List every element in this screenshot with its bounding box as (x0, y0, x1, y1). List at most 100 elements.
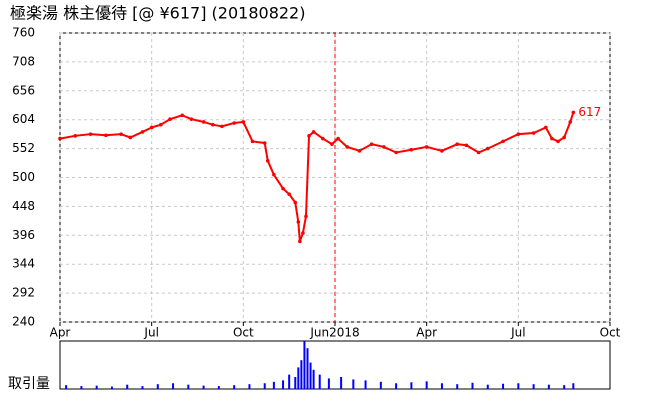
price-point (58, 136, 62, 141)
y-tick-label: 552 (12, 141, 35, 155)
volume-bar (486, 384, 489, 389)
volume-bar (532, 384, 535, 389)
volume-bar (272, 381, 275, 389)
x-tick-label: Jul (510, 326, 525, 340)
price-point (304, 214, 308, 219)
price-point (476, 150, 481, 155)
price-point (73, 134, 78, 138)
y-tick-label: 240 (12, 315, 35, 329)
price-point (320, 136, 325, 141)
y-tick-label: 708 (12, 54, 35, 68)
volume-bar (126, 384, 129, 389)
y-tick-label: 344 (12, 257, 35, 271)
volume-bar (95, 385, 98, 389)
price-point (424, 145, 429, 149)
volume-bar (248, 384, 251, 389)
price-point (307, 134, 311, 138)
price-point (159, 122, 163, 127)
price-point (180, 113, 185, 118)
price-point (382, 145, 386, 149)
price-point (210, 122, 215, 127)
price-point (485, 146, 490, 151)
volume-bar (410, 382, 413, 389)
x-tick-label: Jun2018 (309, 326, 359, 340)
x-tick-label: Jul (143, 326, 158, 340)
price-point (464, 143, 469, 148)
volume-bar (440, 383, 443, 389)
volume-bar (80, 386, 83, 389)
price-point (287, 192, 291, 196)
price-point (556, 139, 560, 144)
volume-bar (572, 383, 575, 389)
price-point (168, 117, 172, 121)
price-point (262, 141, 267, 145)
price-point (516, 132, 521, 136)
volume-bar (327, 378, 330, 389)
volume-bar (300, 360, 303, 389)
volume-label: 取引量 (8, 376, 50, 392)
volume-bar (303, 341, 306, 389)
price-point (281, 186, 285, 191)
volume-bar (288, 374, 291, 389)
price-point (119, 132, 123, 136)
price-point (455, 142, 460, 146)
volume-bar (340, 377, 343, 389)
x-tick-label: Apr (416, 326, 437, 340)
volume-bar (379, 381, 382, 389)
price-point (241, 120, 246, 124)
price-point (571, 110, 576, 115)
volume-bar (425, 381, 428, 389)
price-point (544, 125, 548, 130)
price-point (394, 150, 398, 155)
volume-bar (187, 384, 190, 389)
price-point (296, 220, 301, 224)
price-point (272, 172, 276, 177)
price-point (201, 120, 206, 124)
chart-title: 極楽湯 株主優待 [@ ¥617] (20180822) (10, 4, 305, 23)
volume-bar (217, 386, 220, 389)
price-point (409, 147, 414, 152)
y-tick-label: 656 (12, 83, 35, 97)
price-point (357, 149, 362, 153)
volume-bar (110, 386, 113, 389)
price-point (265, 159, 270, 163)
volume-bar (352, 379, 355, 389)
volume-bar (395, 383, 398, 389)
price-point (250, 139, 255, 144)
volume-bar (456, 384, 459, 389)
price-point (336, 136, 340, 141)
price-point (104, 133, 108, 138)
volume-bar (156, 384, 159, 389)
volume-bar (309, 362, 312, 389)
volume-bar (318, 374, 321, 389)
volume-bar (502, 383, 505, 389)
price-point (311, 130, 316, 134)
price-point (369, 142, 374, 146)
price-point (568, 120, 573, 124)
price-point (501, 139, 505, 144)
volume-bar (263, 383, 266, 389)
price-point (128, 135, 133, 140)
volume-bar (172, 383, 175, 389)
y-tick-label: 396 (12, 228, 35, 242)
price-point (88, 132, 93, 136)
price-point (293, 200, 298, 205)
volume-bar (471, 382, 474, 389)
volume-bar (563, 385, 566, 389)
price-point (149, 125, 154, 130)
volume-bar (297, 367, 300, 389)
price-point (550, 136, 554, 141)
volume-bar (517, 383, 520, 389)
volume-area (59, 340, 611, 390)
volume-bar (141, 386, 144, 389)
volume-bar (364, 380, 367, 389)
price-point (298, 239, 302, 244)
end-label: 617 (578, 105, 601, 119)
volume-bar (202, 385, 205, 389)
price-point (562, 135, 566, 140)
price-point (189, 117, 194, 121)
volume-bar (233, 385, 236, 389)
price-point (330, 142, 334, 146)
y-tick-label: 604 (12, 112, 35, 126)
